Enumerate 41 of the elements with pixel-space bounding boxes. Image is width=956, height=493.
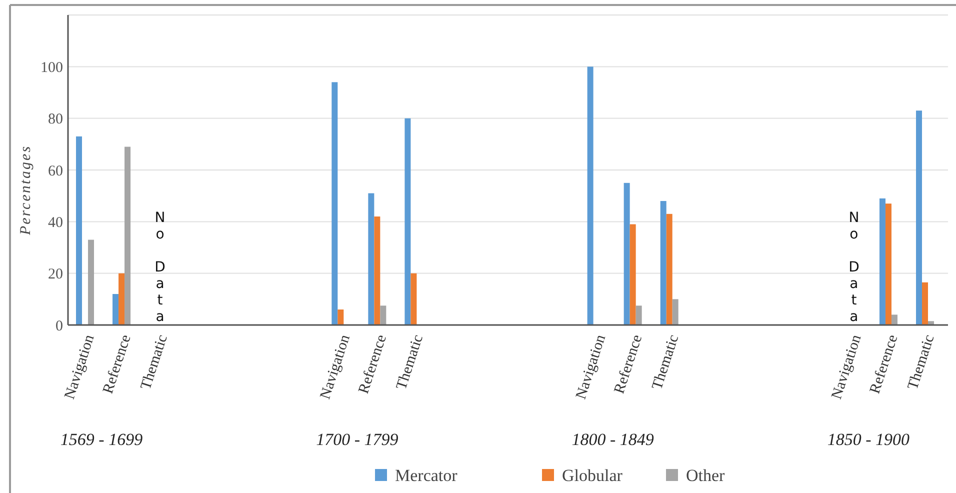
text: 1700 - 1799 [316, 430, 399, 449]
bar [410, 273, 417, 325]
text: 1850 - 1900 [827, 430, 910, 449]
bar [118, 273, 125, 325]
bar [112, 294, 119, 325]
bar [885, 204, 892, 325]
bar [922, 282, 928, 325]
text: No Data [848, 210, 860, 325]
bar [928, 321, 934, 325]
bar [916, 110, 922, 325]
bar [891, 314, 898, 325]
bar [338, 310, 344, 325]
y-tick-label: 100 [40, 60, 63, 76]
text: 1569 - 1699 [60, 430, 144, 449]
bar [380, 306, 386, 325]
legend-label: Globular [562, 466, 623, 485]
bar [630, 224, 636, 325]
bar [666, 214, 672, 325]
bar [587, 66, 594, 325]
y-tick-label: 80 [48, 112, 63, 128]
bar [660, 201, 666, 325]
y-tick-label: 0 [56, 318, 63, 334]
bar [124, 146, 131, 325]
bar [332, 82, 338, 325]
bar [374, 216, 380, 325]
y-tick-label: 40 [48, 214, 63, 231]
bar [404, 118, 411, 325]
text: 1800 - 1849 [572, 430, 654, 449]
y-axis-title: Percentages [18, 144, 34, 236]
legend-label: Mercator [395, 466, 458, 485]
bar [879, 198, 886, 325]
y-tick-label: 60 [48, 163, 63, 180]
bar [76, 136, 82, 325]
bar [88, 240, 94, 325]
bar [636, 306, 642, 325]
bar [368, 193, 374, 325]
y-tick-label: 20 [48, 266, 63, 283]
legend-label: Other [686, 466, 726, 485]
bar [624, 182, 630, 325]
bar [672, 299, 678, 325]
text: No Data [154, 210, 166, 325]
